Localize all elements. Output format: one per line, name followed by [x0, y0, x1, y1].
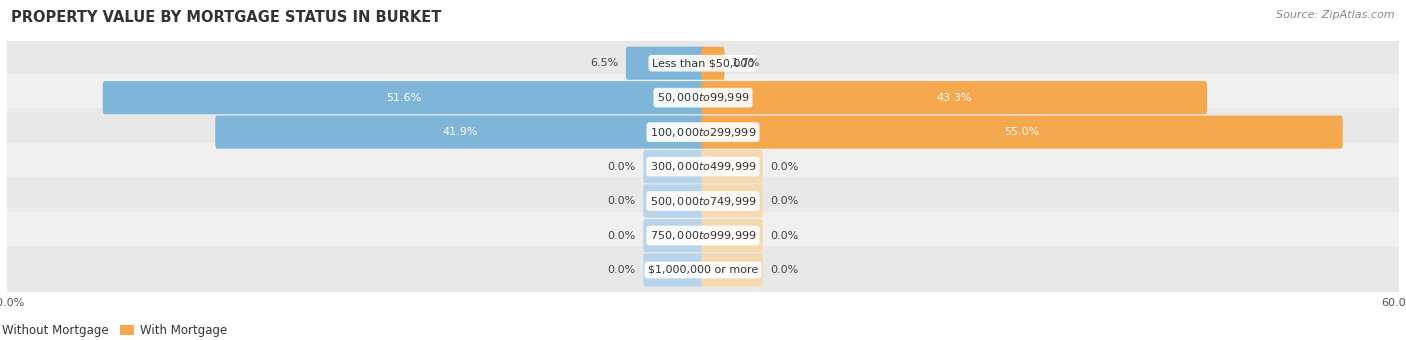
- Text: 0.0%: 0.0%: [770, 162, 799, 172]
- FancyBboxPatch shape: [4, 177, 1402, 225]
- Text: 6.5%: 6.5%: [591, 58, 619, 68]
- FancyBboxPatch shape: [4, 108, 1402, 156]
- FancyBboxPatch shape: [4, 143, 1402, 190]
- FancyBboxPatch shape: [644, 219, 704, 252]
- Text: 0.0%: 0.0%: [770, 196, 799, 206]
- Text: 0.0%: 0.0%: [607, 162, 636, 172]
- FancyBboxPatch shape: [644, 185, 704, 218]
- Text: 1.7%: 1.7%: [733, 58, 761, 68]
- FancyBboxPatch shape: [4, 39, 1402, 87]
- Text: 55.0%: 55.0%: [1004, 127, 1039, 137]
- Text: 0.0%: 0.0%: [607, 231, 636, 240]
- Text: $750,000 to $999,999: $750,000 to $999,999: [650, 229, 756, 242]
- FancyBboxPatch shape: [4, 212, 1402, 259]
- Text: $500,000 to $749,999: $500,000 to $749,999: [650, 194, 756, 207]
- FancyBboxPatch shape: [4, 246, 1402, 294]
- Text: $50,000 to $99,999: $50,000 to $99,999: [657, 91, 749, 104]
- FancyBboxPatch shape: [702, 81, 1206, 114]
- Text: 43.3%: 43.3%: [936, 93, 972, 103]
- FancyBboxPatch shape: [4, 74, 1402, 121]
- Text: 0.0%: 0.0%: [770, 231, 799, 240]
- Text: $100,000 to $299,999: $100,000 to $299,999: [650, 126, 756, 139]
- FancyBboxPatch shape: [702, 219, 762, 252]
- Text: 0.0%: 0.0%: [607, 265, 636, 275]
- FancyBboxPatch shape: [644, 253, 704, 287]
- FancyBboxPatch shape: [702, 150, 762, 183]
- Text: 0.0%: 0.0%: [770, 265, 799, 275]
- FancyBboxPatch shape: [702, 116, 1343, 149]
- FancyBboxPatch shape: [215, 116, 704, 149]
- FancyBboxPatch shape: [644, 150, 704, 183]
- FancyBboxPatch shape: [702, 253, 762, 287]
- Text: Source: ZipAtlas.com: Source: ZipAtlas.com: [1277, 10, 1395, 20]
- Text: PROPERTY VALUE BY MORTGAGE STATUS IN BURKET: PROPERTY VALUE BY MORTGAGE STATUS IN BUR…: [11, 10, 441, 25]
- FancyBboxPatch shape: [702, 47, 724, 80]
- Legend: Without Mortgage, With Mortgage: Without Mortgage, With Mortgage: [0, 319, 232, 340]
- Text: $1,000,000 or more: $1,000,000 or more: [648, 265, 758, 275]
- FancyBboxPatch shape: [626, 47, 704, 80]
- Text: 41.9%: 41.9%: [443, 127, 478, 137]
- Text: $300,000 to $499,999: $300,000 to $499,999: [650, 160, 756, 173]
- Text: Less than $50,000: Less than $50,000: [652, 58, 754, 68]
- FancyBboxPatch shape: [702, 185, 762, 218]
- Text: 0.0%: 0.0%: [607, 196, 636, 206]
- Text: 51.6%: 51.6%: [387, 93, 422, 103]
- FancyBboxPatch shape: [103, 81, 704, 114]
